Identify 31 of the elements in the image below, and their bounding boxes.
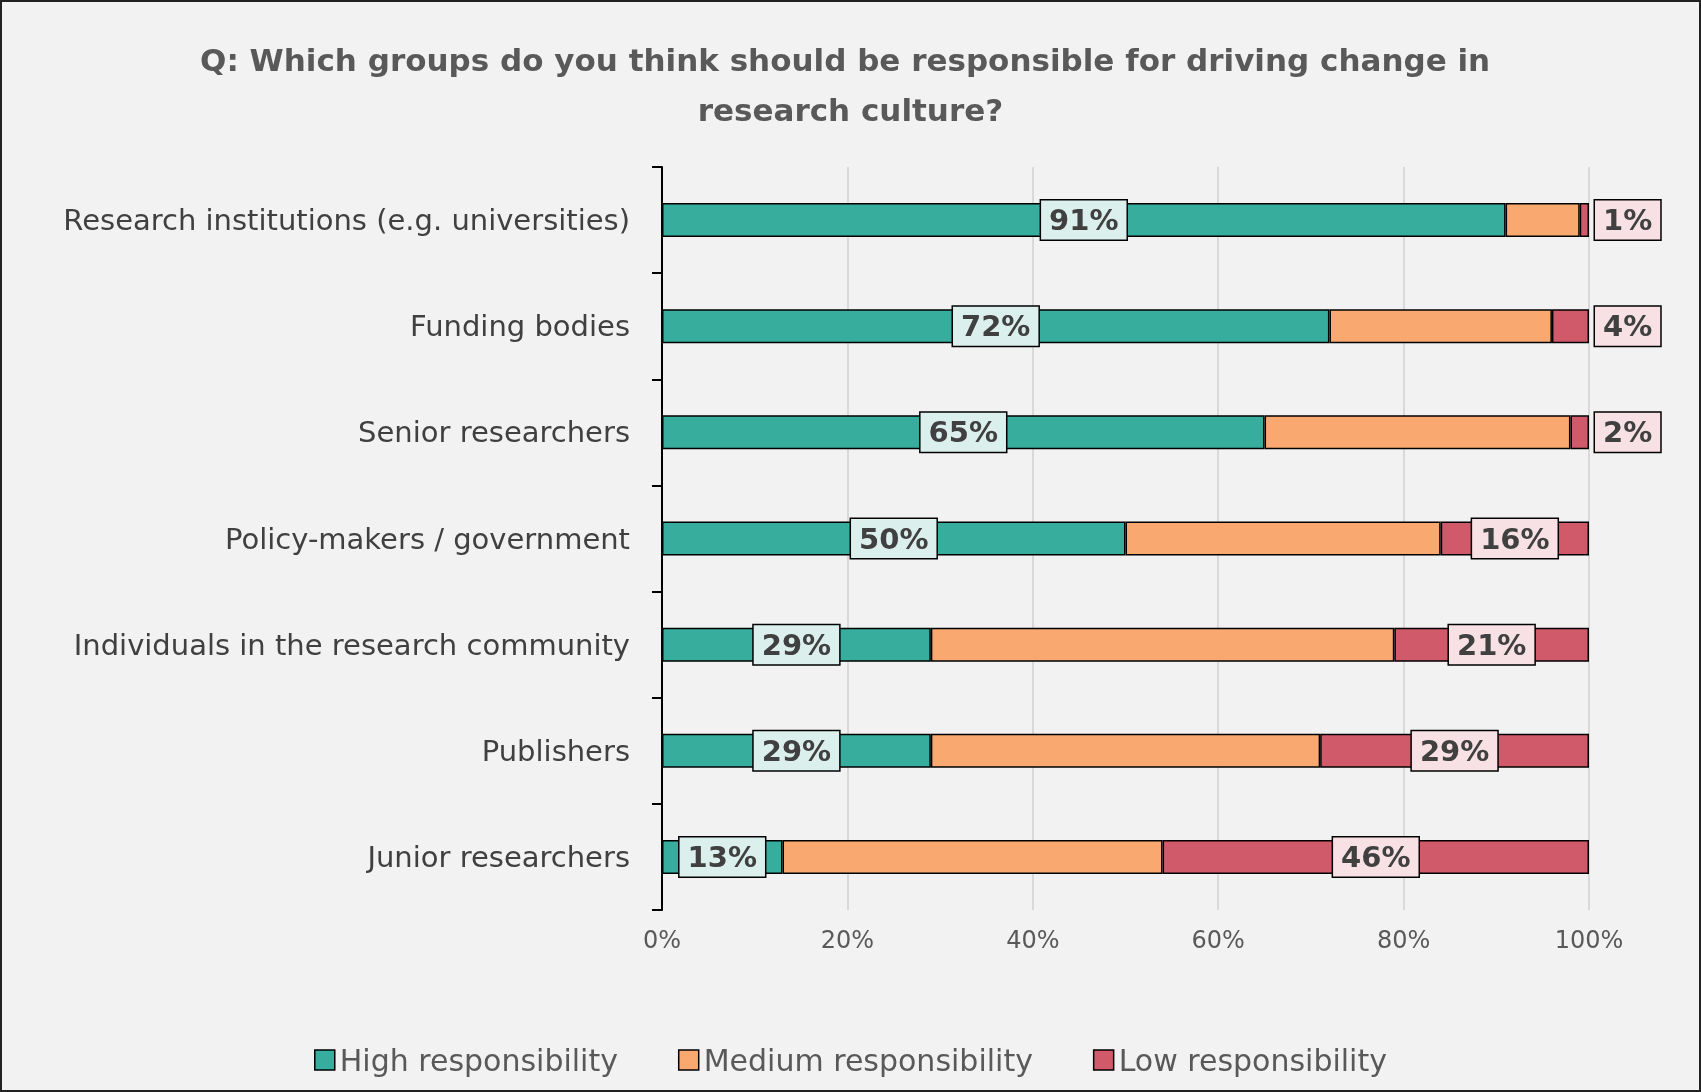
y-tick-label: Research institutions (e.g. universities) [63,203,630,238]
data-label: 21% [1456,627,1527,662]
data-label: 91% [1049,203,1119,238]
y-tick-label: Policy-makers / government [224,521,630,556]
y-tick-label: Individuals in the research community [73,627,630,662]
data-label: 13% [687,839,757,874]
legend-label: High responsibility [339,1042,618,1078]
legend-label: Medium responsibility [703,1042,1033,1078]
data-label: 65% [928,415,998,450]
y-tick-label: Publishers [481,733,630,768]
data-label: 29% [761,627,832,662]
x-tick-label: 80% [1376,926,1431,954]
x-tick-label: 100% [1554,926,1624,954]
data-label: 72% [961,309,1031,344]
x-tick-label: 40% [1006,926,1060,954]
x-tick-label: 20% [820,926,875,954]
y-tick-label: Funding bodies [410,309,630,344]
data-label: 1% [1603,203,1653,238]
data-label: 46% [1341,839,1411,874]
data-label: 16% [1480,521,1550,556]
data-label: 29% [1419,733,1490,768]
x-tick-label: 60% [1191,926,1245,954]
chart-title: Q: Which groups do you think should be responsible for driving change in research culture? [200,42,1501,128]
data-label: 4% [1603,309,1653,344]
y-tick-label: Senior researchers [358,415,630,450]
legend-label: Low responsibility [1118,1042,1387,1078]
data-label: 50% [859,521,929,556]
data-label: 2% [1603,415,1653,450]
x-tick-label: 0% [642,926,682,954]
y-tick-label: Junior researchers [365,839,630,874]
data-label: 29% [761,733,832,768]
